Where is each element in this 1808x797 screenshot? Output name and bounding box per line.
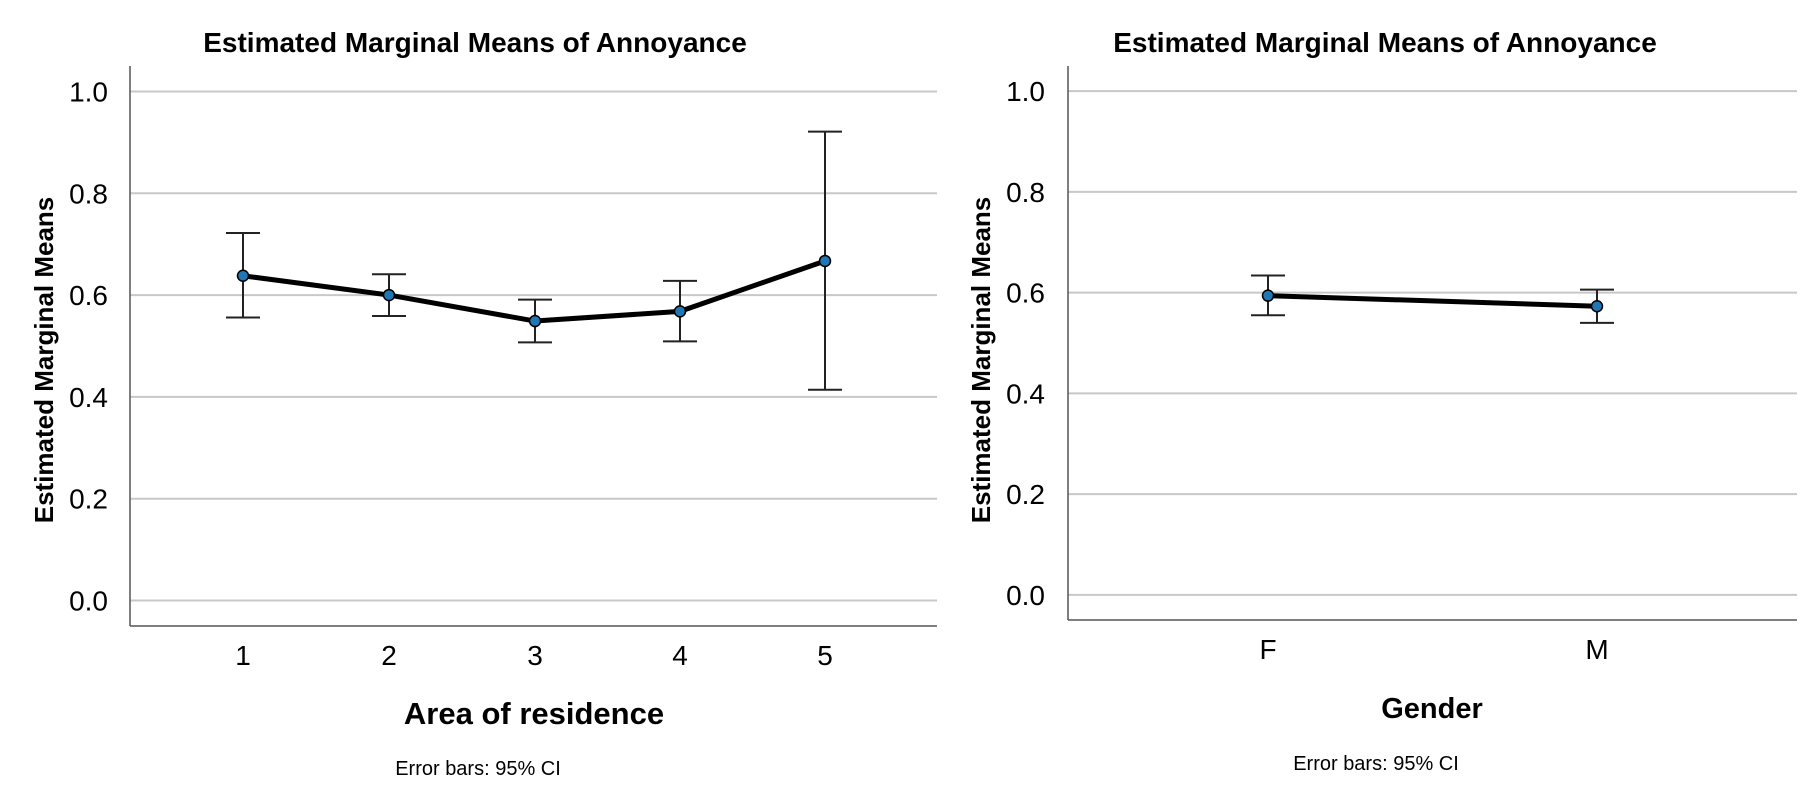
x-tick-label: 4 xyxy=(672,640,688,671)
x-tick-label: 5 xyxy=(817,640,833,671)
data-point xyxy=(673,305,687,318)
data-point xyxy=(528,314,542,328)
x-axis-title: Gender xyxy=(1381,693,1483,725)
y-tick-label: 0.8 xyxy=(69,178,108,209)
x-axis-title: Area of residence xyxy=(404,696,664,731)
data-point xyxy=(1261,289,1275,302)
chart-area-of-residence: Estimated Marginal Means of Annoyance Es… xyxy=(29,27,937,780)
x-tick-label: F xyxy=(1259,634,1276,665)
error-bars-footnote: Error bars: 95% CI xyxy=(395,758,561,780)
plot-area: 0.0 0.2 0.4 0.6 0.8 1.0 F M xyxy=(1006,66,1797,665)
x-tick-label: 1 xyxy=(235,640,251,671)
data-point xyxy=(1590,299,1604,313)
y-tick-label: 0.2 xyxy=(1006,479,1045,510)
series-line xyxy=(1267,293,1598,309)
y-tick-label: 0.8 xyxy=(1006,177,1045,208)
y-tick-label: 0.2 xyxy=(69,484,108,515)
x-tick-label: M xyxy=(1585,634,1608,665)
chart-gender: Estimated Marginal Means of Annoyance Es… xyxy=(966,27,1797,775)
y-tick-label: 1.0 xyxy=(1006,76,1045,107)
y-axis-title: Estimated Marginal Means xyxy=(29,197,59,524)
y-tick-label: 0.4 xyxy=(69,382,108,413)
data-point xyxy=(236,269,250,282)
y-tick-label: 0.6 xyxy=(69,280,108,311)
data-point xyxy=(382,288,396,302)
y-tick-label: 0.6 xyxy=(1006,278,1045,309)
y-tick-label: 0.0 xyxy=(69,586,108,617)
error-bars-footnote: Error bars: 95% CI xyxy=(1293,753,1459,775)
y-tick-label: 0.4 xyxy=(1006,378,1045,409)
plot-area: 0.0 0.2 0.4 0.6 0.8 1.0 1 2 3 4 5 xyxy=(69,66,937,671)
y-axis-title: Estimated Marginal Means xyxy=(966,197,996,524)
y-tick-label: 0.0 xyxy=(1006,580,1045,611)
chart-title: Estimated Marginal Means of Annoyance xyxy=(1113,27,1657,58)
data-point xyxy=(818,254,832,268)
chart-title: Estimated Marginal Means of Annoyance xyxy=(203,27,747,58)
y-tick-label: 1.0 xyxy=(69,76,108,107)
x-tick-label: 3 xyxy=(527,640,543,671)
x-tick-label: 2 xyxy=(381,640,397,671)
